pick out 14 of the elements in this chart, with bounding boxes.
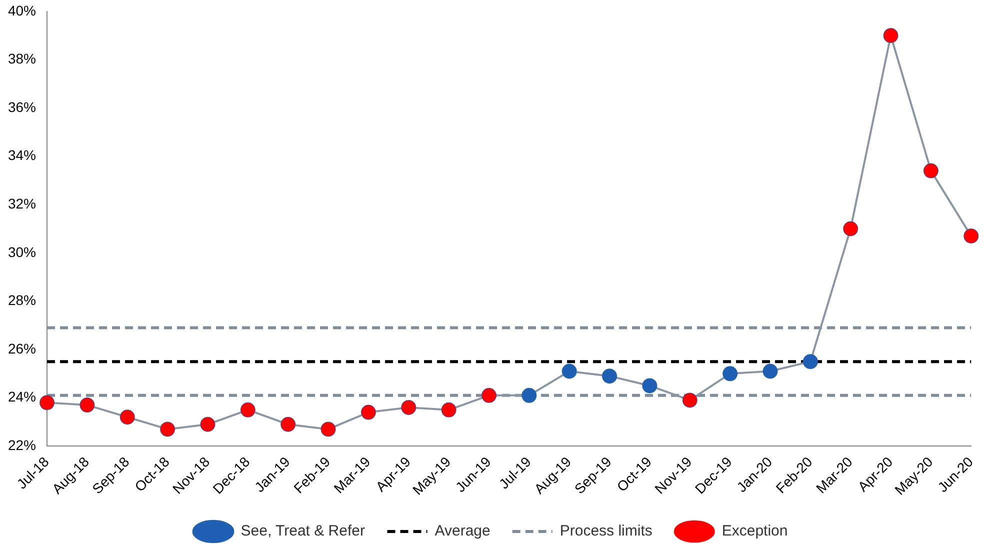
y-tick-label: 30% [8,244,36,260]
y-tick-label: 38% [8,50,36,67]
legend-label: Process limits [560,522,652,540]
y-tick-label: 32% [8,195,36,212]
y-tick-label: 22% [8,436,36,453]
y-tick-label: 24% [8,388,36,405]
y-tick-label: 26% [8,340,36,356]
legend-label: Average [434,522,490,540]
legend-label: Exception [722,522,788,540]
y-tick-label: 36% [8,98,36,115]
legend-label: See, Treat & Refer [240,522,365,540]
y-tick-label: 40% [8,2,36,18]
y-tick-label: 34% [8,147,36,164]
y-tick-label: 28% [8,292,36,308]
